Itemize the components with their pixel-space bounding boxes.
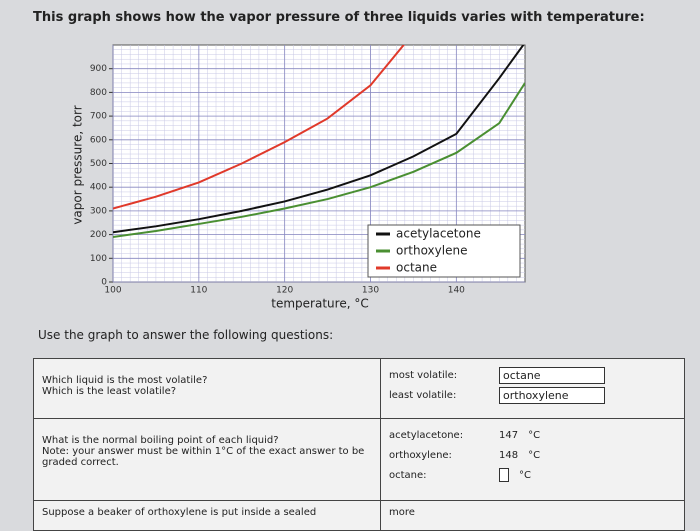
answer-value[interactable]: 147 (499, 429, 519, 441)
prompt-line: What is the normal boiling point of each… (42, 435, 279, 446)
x-tick-label: 140 (448, 286, 465, 296)
chart: vapor pressure, torr temperature, °C 010… (71, 44, 526, 311)
prompt-line: Suppose a beaker of orthoxylene is put i… (42, 507, 317, 518)
series-group (113, 45, 525, 238)
answer-input[interactable] (499, 468, 509, 482)
prompt-line: Which liquid is the most volatile? (42, 375, 208, 386)
x-tick-label: 130 (362, 286, 379, 296)
y-tick-label: 300 (90, 206, 107, 216)
prompt-line: Which is the least volatile? (42, 386, 177, 397)
x-tick-label: 110 (190, 286, 207, 296)
question-prompt: Suppose a beaker of orthoxylene is put i… (33, 500, 381, 531)
legend-label: orthoxylene (396, 244, 467, 258)
y-tick-label: 500 (90, 159, 107, 169)
question-table: Which liquid is the most volatile? Which… (33, 358, 685, 531)
series-line (113, 82, 525, 238)
series-line (113, 45, 405, 210)
field-label: least volatile: (389, 389, 457, 401)
y-axis-label: vapor pressure, torr (71, 105, 85, 224)
unit: °C (528, 429, 541, 441)
answer-cell: more (380, 500, 685, 531)
dropdown[interactable]: octane (499, 366, 605, 384)
legend-label: octane (396, 261, 437, 275)
y-tick-label: 400 (90, 183, 107, 193)
y-tick-label: 700 (90, 112, 107, 122)
x-tick-label: 100 (104, 286, 121, 296)
legend-label: acetylacetone (396, 227, 481, 241)
field-label: octane: (389, 469, 427, 481)
y-tick-label: 200 (90, 230, 107, 240)
dropdown[interactable]: orthoxylene (499, 386, 605, 404)
question-prompt: What is the normal boiling point of each… (33, 418, 381, 501)
prompt-line: Note: your answer must be within 1°C of … (42, 446, 365, 468)
unit: °C (519, 469, 531, 481)
page-title: This graph shows how the vapor pressure … (33, 10, 645, 25)
question-prompt: Which liquid is the most volatile? Which… (33, 358, 381, 419)
x-tick-label: 120 (276, 286, 293, 296)
series-line (113, 45, 525, 234)
instructions: Use the graph to answer the following qu… (38, 328, 334, 342)
radio-option[interactable]: more (389, 507, 415, 518)
field-label: most volatile: (389, 369, 458, 381)
answer-cell: most volatile: octane least volatile: orth… (380, 358, 685, 419)
y-tick-label: 900 (90, 64, 107, 74)
y-tick-label: 100 (90, 254, 107, 264)
field-label: acetylacetone: (389, 429, 464, 441)
field-label: orthoxylene: (389, 449, 452, 461)
unit: °C (528, 449, 541, 461)
legend-box (367, 224, 521, 278)
y-tick-label: 800 (90, 88, 107, 98)
x-axis-label: temperature, °C (271, 297, 368, 311)
y-tick-label: 600 (90, 135, 107, 145)
answer-value[interactable]: 148 (499, 449, 519, 461)
answer-cell: acetylacetone: 147 °C orthoxylene: 148 °C oc… (380, 418, 685, 501)
y-tick-label: 0 (101, 278, 107, 288)
